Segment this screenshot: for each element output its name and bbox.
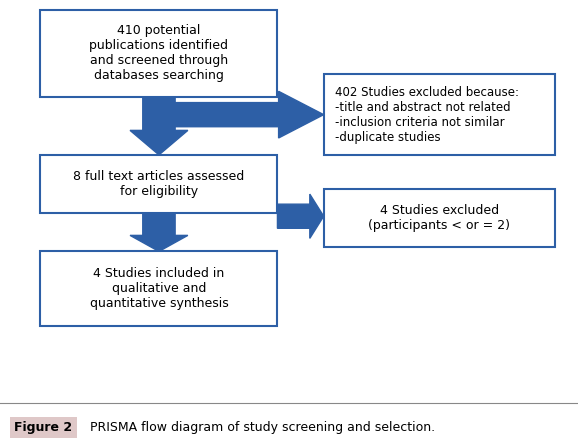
- FancyBboxPatch shape: [40, 10, 277, 97]
- Polygon shape: [173, 91, 324, 138]
- Text: 402 Studies excluded because:
-title and abstract not related
-inclusion criteri: 402 Studies excluded because: -title and…: [335, 86, 519, 143]
- Text: 8 full text articles assessed
for eligibility: 8 full text articles assessed for eligib…: [73, 170, 244, 198]
- Text: 4 Studies excluded
(participants < or = 2): 4 Studies excluded (participants < or = …: [368, 204, 510, 232]
- Polygon shape: [277, 194, 324, 238]
- Text: 4 Studies included in
qualitative and
quantitative synthesis: 4 Studies included in qualitative and qu…: [90, 267, 228, 310]
- Text: PRISMA flow diagram of study screening and selection.: PRISMA flow diagram of study screening a…: [78, 421, 435, 434]
- FancyBboxPatch shape: [324, 189, 555, 247]
- Polygon shape: [130, 213, 188, 251]
- Polygon shape: [130, 97, 188, 155]
- Text: 410 potential
publications identified
and screened through
databases searching: 410 potential publications identified an…: [90, 24, 228, 82]
- Text: Figure 2: Figure 2: [14, 421, 73, 434]
- FancyBboxPatch shape: [40, 251, 277, 326]
- FancyBboxPatch shape: [324, 74, 555, 155]
- FancyBboxPatch shape: [40, 155, 277, 213]
